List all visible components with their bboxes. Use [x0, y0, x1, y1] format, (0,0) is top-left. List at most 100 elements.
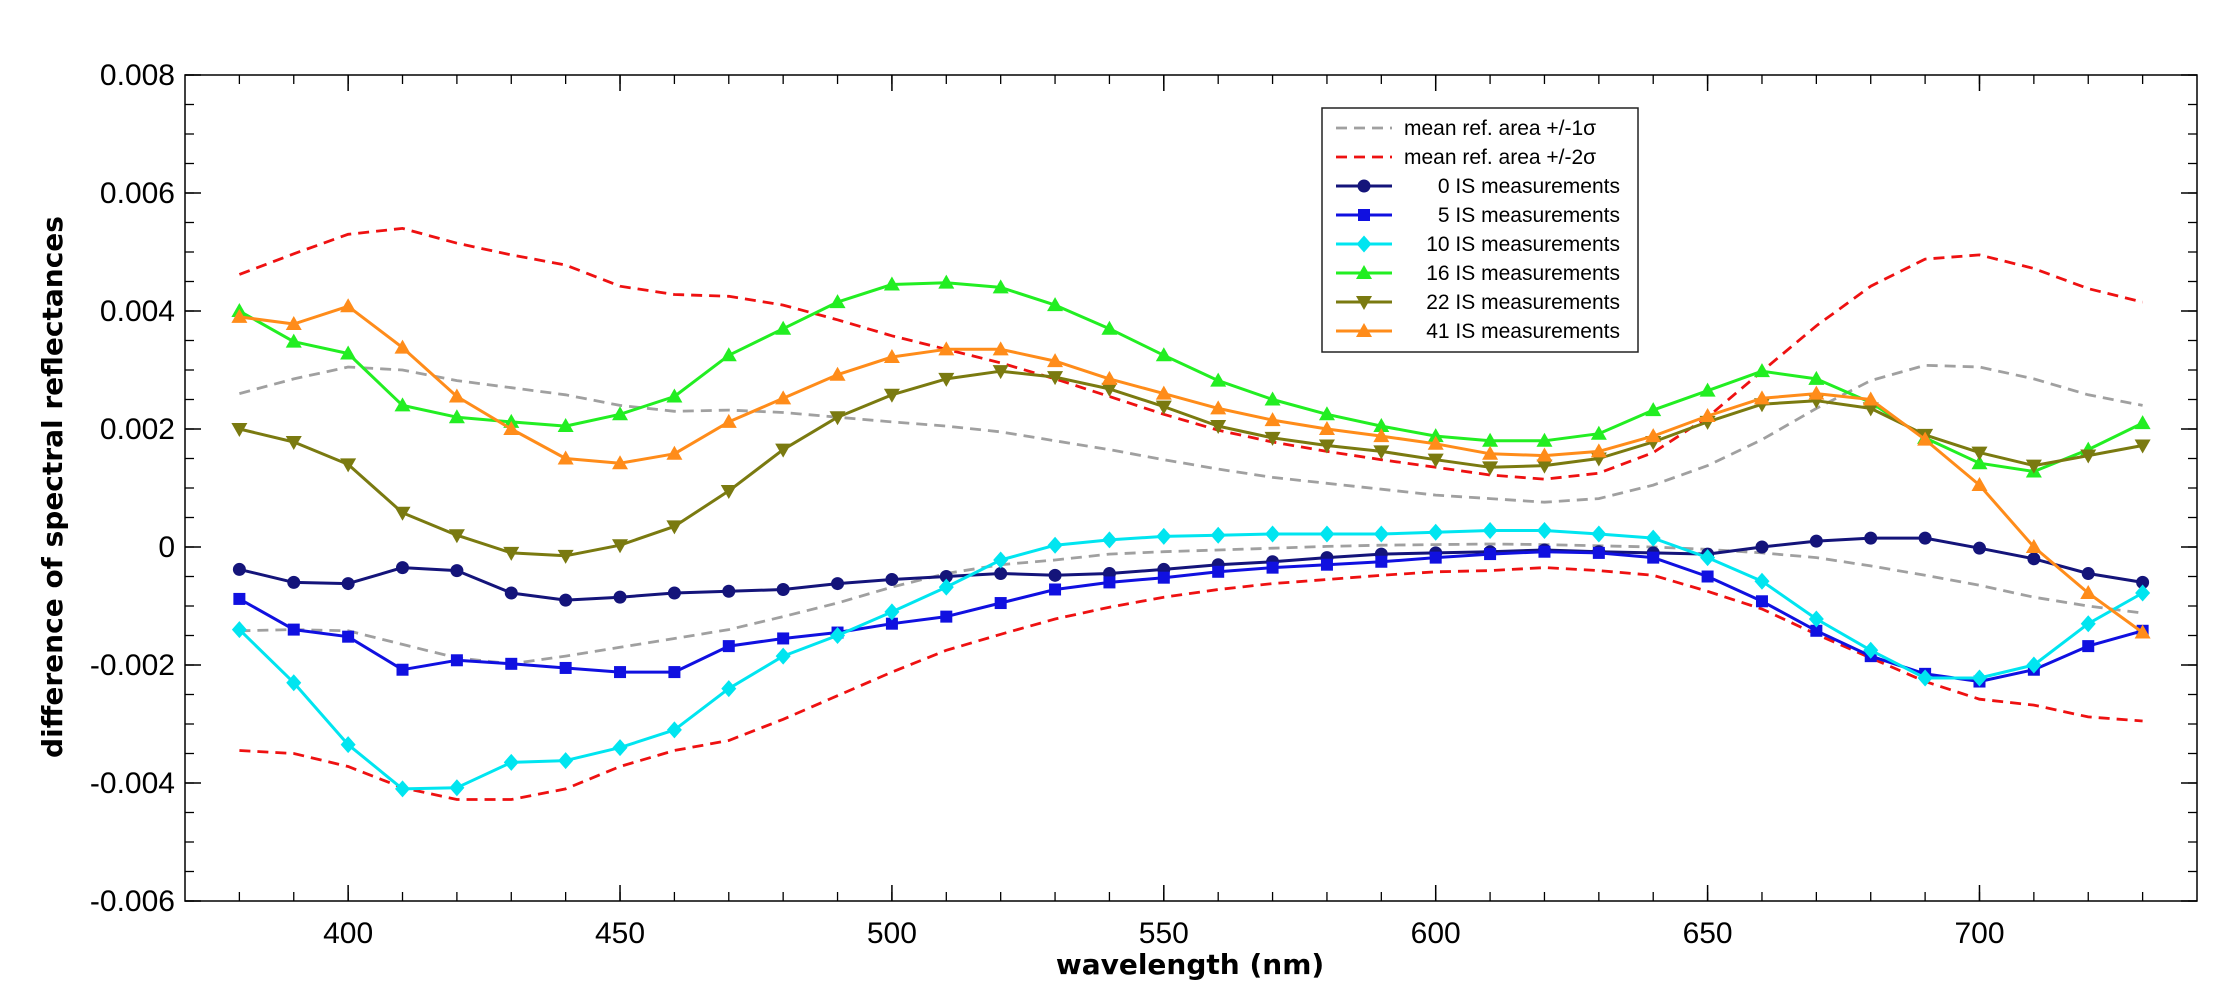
series-5-point — [1482, 461, 1499, 476]
series-1-point — [667, 586, 681, 600]
series-5-point — [1101, 382, 1118, 397]
series-2-point — [885, 617, 898, 630]
y-tick-label: 0.008 — [100, 59, 175, 92]
series-4-point — [666, 388, 683, 403]
series-3-point — [1319, 525, 1335, 543]
legend-swatch-marker — [1358, 209, 1370, 221]
series-3-point — [558, 752, 574, 770]
series-4-point — [1645, 402, 1662, 417]
series-4-group — [231, 274, 2151, 478]
series-6-point — [1155, 385, 1172, 400]
series-2-point — [777, 632, 790, 645]
series-6-point — [1699, 408, 1716, 423]
x-tick-label: 700 — [1954, 917, 2004, 950]
series-5-line — [239, 369, 2143, 558]
series-2-point — [1701, 570, 1714, 583]
series-1-point — [831, 577, 845, 591]
series-6-point — [883, 349, 900, 364]
series-1-point — [1048, 568, 1062, 582]
series-4-point — [883, 276, 900, 291]
x-tick-label: 400 — [323, 917, 373, 950]
series-6-point — [1753, 390, 1770, 405]
series-2-point — [233, 592, 246, 605]
series-2-point — [1538, 545, 1551, 558]
series-3-point — [503, 753, 519, 771]
series-6-point — [231, 308, 248, 323]
legend-box — [1321, 107, 1639, 353]
series-2-point — [940, 610, 953, 623]
series-4-point — [1808, 370, 1825, 385]
series-2-point — [668, 666, 681, 679]
series-3-point — [1047, 536, 1063, 554]
series-2-point — [1755, 595, 1768, 608]
series-6-point — [1373, 428, 1390, 443]
legend-label: mean ref. area +/-2σ — [1404, 146, 1596, 169]
series-1-point — [613, 590, 627, 604]
x-axis-title: wavelength (nm) — [1056, 948, 1324, 981]
x-tick-label: 500 — [867, 917, 917, 950]
series-3-point — [395, 780, 411, 798]
series-3-point — [1754, 572, 1770, 590]
series-4-point — [775, 320, 792, 335]
series-3-point — [1863, 641, 1879, 659]
series-1-point — [232, 562, 246, 576]
series-6-point — [720, 413, 737, 428]
series-3-point — [1700, 549, 1716, 567]
series-3-point — [1536, 521, 1552, 539]
legend-label: 5 IS measurements — [1438, 204, 1620, 227]
series-6-point — [557, 450, 574, 465]
series-2-point — [614, 666, 627, 679]
series-3-point — [612, 739, 628, 757]
series-1-point — [994, 567, 1008, 581]
series-5-point — [1210, 420, 1227, 435]
series-3-point — [1808, 610, 1824, 628]
y-tick-label: 0.004 — [100, 295, 175, 328]
series-4-point — [340, 345, 357, 360]
legend-swatch-marker — [1356, 235, 1372, 253]
y-tick-label: -0.002 — [90, 649, 175, 682]
legend-swatch-marker — [1356, 265, 1372, 279]
series-5-point — [2025, 459, 2042, 474]
series-2-point — [559, 661, 572, 674]
series-5-point — [612, 539, 629, 554]
series-4-point — [1536, 432, 1553, 447]
series-2-point — [1810, 624, 1823, 637]
series-6-point — [1318, 421, 1335, 435]
series-3-point — [1645, 529, 1661, 547]
series-4-point — [1482, 432, 1499, 447]
series-5-point — [775, 443, 792, 458]
series-1-point — [2081, 567, 2095, 581]
series-1-point — [1972, 541, 1986, 555]
series-5-point — [1155, 400, 1172, 415]
y-tick-label: -0.004 — [90, 767, 175, 800]
series-4-point — [612, 406, 629, 421]
series-1-point — [776, 582, 790, 596]
series-3-point — [993, 551, 1009, 569]
series-2-point — [342, 630, 355, 643]
series-1-point — [1755, 540, 1769, 554]
series-4-point — [1427, 428, 1444, 443]
series-5-point — [2080, 449, 2097, 464]
y-tick-label: 0.006 — [100, 177, 175, 210]
series-3-point — [286, 674, 302, 692]
series-5-point — [557, 549, 574, 564]
legend-label: mean ref. area +/-1σ — [1404, 117, 1596, 140]
series-1-point — [2136, 575, 2150, 589]
series-3-point — [2026, 656, 2042, 674]
series-5-point — [231, 423, 248, 437]
series-5-point — [829, 411, 846, 426]
series-6-point — [394, 339, 411, 354]
band-2-lower-line — [239, 566, 2143, 801]
series-4-point — [1971, 455, 1988, 470]
series-4-point — [557, 418, 574, 433]
series-3-point — [2135, 584, 2151, 602]
series-6-point — [938, 341, 955, 356]
series-3-point — [1917, 669, 1933, 687]
series-2-point — [2082, 640, 2095, 653]
series-4-point — [503, 413, 520, 428]
series-6-point — [340, 298, 357, 313]
series-3-point — [775, 647, 791, 665]
series-3-point — [1101, 531, 1117, 549]
series-5-point — [285, 435, 302, 450]
series-6-point — [1645, 428, 1662, 443]
